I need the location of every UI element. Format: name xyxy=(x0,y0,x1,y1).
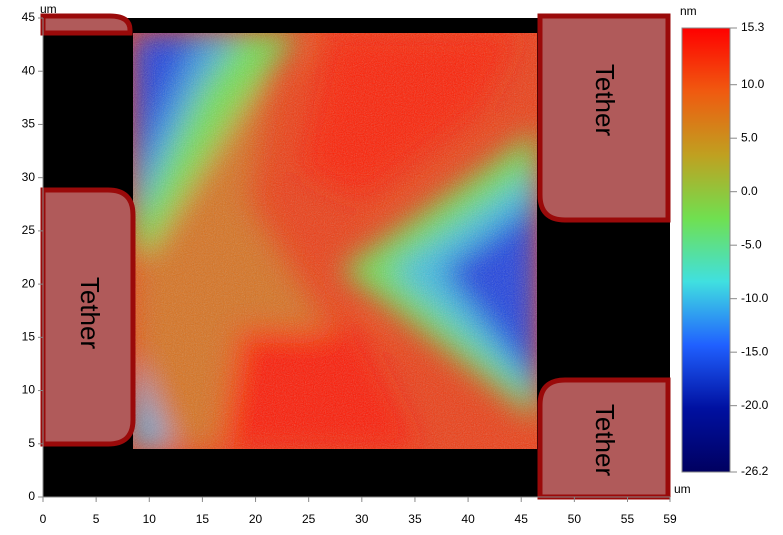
colorbar-tick-label: -20.0 xyxy=(741,398,769,412)
colorbar-tick-label: -15.0 xyxy=(741,344,769,358)
x-tick-label: 15 xyxy=(196,512,210,526)
x-tick-label: 40 xyxy=(461,512,475,526)
y-tick-label: 30 xyxy=(22,170,36,184)
x-tick-label: 0 xyxy=(40,512,47,526)
y-tick-label: 0 xyxy=(28,489,35,503)
y-tick-label: 40 xyxy=(22,63,36,77)
tether-shape xyxy=(537,13,671,223)
colorbar-tick-label: 5.0 xyxy=(741,130,758,144)
x-tick-label: 5 xyxy=(93,512,100,526)
colorbar-unit: nm xyxy=(680,4,697,18)
colorbar-tick-label: 15.3 xyxy=(741,20,765,34)
tether-shape xyxy=(40,187,136,447)
y-tick-label: 5 xyxy=(28,436,35,450)
tethers: Tether Tether Tether xyxy=(40,13,671,500)
y-tick-label: 45 xyxy=(22,10,36,24)
colorbar-tick-label: 10.0 xyxy=(741,77,765,91)
colorbar-tick-label: -10.0 xyxy=(741,291,769,305)
y-tick-label: 25 xyxy=(22,223,36,237)
annotation: Tether xyxy=(590,404,620,477)
colorbar-tick-label: 0.0 xyxy=(741,184,758,198)
colorbar-tick-label: -5.0 xyxy=(741,237,762,251)
x-tick-label: 10 xyxy=(143,512,157,526)
tether-shape xyxy=(40,13,133,36)
x-tick-label: 50 xyxy=(568,512,582,526)
y-unit: um xyxy=(40,2,57,16)
x-tick-label: 20 xyxy=(249,512,263,526)
x-unit: um xyxy=(674,482,691,496)
x-tick-label: 55 xyxy=(621,512,635,526)
annotation: Tether xyxy=(590,64,620,137)
y-tick-label: 35 xyxy=(22,117,36,131)
x-tick-label: 35 xyxy=(408,512,422,526)
annotation: Tether xyxy=(75,277,105,350)
x-tick-label: 45 xyxy=(515,512,529,526)
height-map xyxy=(133,33,537,449)
x-tick-label: 25 xyxy=(302,512,316,526)
y-tick-label: 15 xyxy=(22,330,36,344)
y-tick-label: 10 xyxy=(22,383,36,397)
x-tick-label: 30 xyxy=(355,512,369,526)
colorbar xyxy=(681,27,731,473)
colorbar-tick-label: -26.2 xyxy=(741,464,769,478)
y-tick-label: 20 xyxy=(22,276,36,290)
x-tick-label: 59 xyxy=(663,512,677,526)
